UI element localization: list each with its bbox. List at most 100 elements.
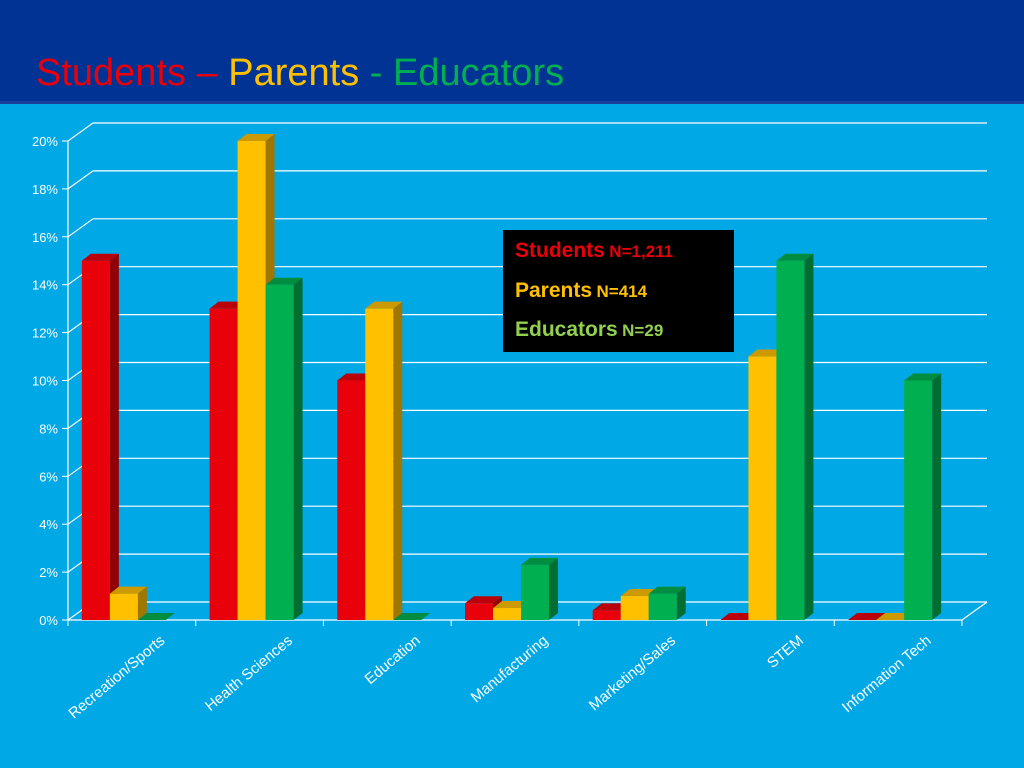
gridline-diagonal bbox=[67, 218, 94, 238]
chart-grid bbox=[67, 122, 987, 621]
y-tick-label: 16% bbox=[32, 230, 58, 245]
x-tick-label: STEM bbox=[764, 632, 807, 672]
bar-top bbox=[648, 586, 686, 594]
x-tick-label: Information Tech bbox=[839, 632, 935, 716]
title-separator-1: – bbox=[186, 52, 229, 94]
bar-front bbox=[648, 593, 677, 620]
bar-front bbox=[237, 141, 266, 620]
legend-item-students: Students N=1,211 bbox=[515, 239, 673, 263]
y-tick-label: 4% bbox=[39, 517, 58, 532]
bar-top bbox=[620, 589, 658, 597]
floor-edge bbox=[961, 601, 988, 621]
bar-top bbox=[465, 596, 502, 604]
bar-top bbox=[493, 601, 530, 609]
bar-front bbox=[620, 596, 649, 620]
bar-top bbox=[720, 613, 758, 620]
bar-side bbox=[932, 373, 942, 620]
bar-top bbox=[81, 253, 119, 261]
bar-parents bbox=[876, 613, 914, 620]
header-bar: Students – Parents - Educators bbox=[0, 0, 1024, 104]
x-tick-label: Recreation/Sports bbox=[65, 632, 168, 722]
legend-label-parents: Parents bbox=[515, 279, 593, 302]
bar-top bbox=[776, 253, 814, 261]
bar-students bbox=[81, 253, 119, 620]
bar-top bbox=[748, 349, 786, 357]
bar-front bbox=[265, 284, 294, 620]
bar-side bbox=[293, 277, 303, 620]
bar-front bbox=[748, 356, 777, 620]
legend-count-parents: N=414 bbox=[596, 282, 648, 301]
y-tick-label: 10% bbox=[32, 374, 58, 389]
y-tick-label: 14% bbox=[32, 278, 58, 293]
x-tick-label: Education bbox=[362, 632, 424, 688]
bar-top bbox=[876, 613, 914, 620]
bar-parents bbox=[365, 301, 403, 620]
y-tick-label: 6% bbox=[39, 469, 58, 484]
bar-top bbox=[137, 613, 175, 620]
bar-top bbox=[904, 373, 942, 381]
bar-front bbox=[521, 564, 549, 620]
chart-legend: Students N=1,211 Parents N=414 Educators… bbox=[503, 230, 734, 352]
x-tick-label: Manufacturing bbox=[468, 632, 552, 706]
bar-front bbox=[109, 593, 138, 620]
y-tick-label: 20% bbox=[32, 134, 58, 149]
bar-top bbox=[592, 603, 630, 611]
bar-side bbox=[109, 253, 119, 620]
bar-students bbox=[720, 613, 758, 620]
bar-top bbox=[337, 373, 375, 381]
legend-item-parents: Parents N=414 bbox=[515, 279, 647, 303]
y-tick-label: 12% bbox=[32, 326, 58, 341]
bar-front bbox=[81, 260, 110, 620]
bar-side bbox=[393, 301, 403, 620]
title-parents: Parents bbox=[228, 52, 360, 94]
bar-chart: 0% 2% 4% 6% 8% 10% 12% 14% 16% 18% 20% Recreation/S… bbox=[32, 122, 988, 722]
page-title: Students – Parents - Educators bbox=[36, 50, 564, 96]
legend-count-educators: N=29 bbox=[622, 321, 664, 340]
bar-front bbox=[465, 603, 493, 620]
bar-students bbox=[848, 613, 886, 620]
bar-educators bbox=[137, 613, 175, 620]
y-tick-label: 18% bbox=[32, 182, 58, 197]
legend-label-educators: Educators bbox=[515, 318, 618, 341]
x-tick-label: Health Sciences bbox=[202, 632, 296, 715]
bar-top bbox=[209, 301, 247, 309]
legend-count-students: N=1,211 bbox=[609, 242, 674, 261]
bar-side bbox=[137, 586, 147, 620]
y-tick-label: 0% bbox=[39, 613, 58, 628]
bar-educators bbox=[265, 277, 303, 620]
bar-front bbox=[592, 610, 621, 620]
bar-side bbox=[676, 586, 686, 620]
bar-top bbox=[848, 613, 886, 620]
legend-label-students: Students bbox=[515, 239, 605, 262]
bar-front bbox=[365, 308, 394, 620]
y-tick-label: 8% bbox=[39, 421, 58, 436]
y-tick-label: 2% bbox=[39, 565, 58, 580]
bar-educators bbox=[393, 613, 431, 620]
bar-top bbox=[109, 586, 147, 594]
bar-front bbox=[337, 380, 366, 620]
bar-educators bbox=[904, 373, 942, 620]
bar-educators bbox=[521, 557, 558, 620]
bar-side bbox=[549, 557, 558, 620]
title-separator-2: - bbox=[359, 52, 393, 94]
gridline-diagonal bbox=[67, 122, 94, 142]
bar-front bbox=[209, 308, 238, 620]
bar-educators bbox=[648, 586, 686, 620]
bar-parents bbox=[237, 134, 275, 620]
bar-side bbox=[804, 253, 814, 620]
title-students: Students bbox=[36, 52, 186, 94]
bar-top bbox=[393, 613, 431, 620]
gridline-diagonal bbox=[67, 170, 94, 190]
x-tick-label: Marketing/Sales bbox=[586, 632, 679, 714]
bar-front bbox=[904, 380, 933, 620]
bar-top bbox=[521, 557, 558, 565]
bar-top bbox=[365, 301, 403, 309]
chart-axes bbox=[62, 140, 988, 626]
bar-front bbox=[776, 260, 805, 620]
bar-parents bbox=[109, 586, 147, 620]
bar-educators bbox=[776, 253, 814, 620]
bar-front bbox=[493, 608, 521, 620]
legend-item-educators: Educators N=29 bbox=[515, 318, 663, 342]
bar-top bbox=[237, 134, 275, 141]
bar-top bbox=[265, 277, 303, 285]
